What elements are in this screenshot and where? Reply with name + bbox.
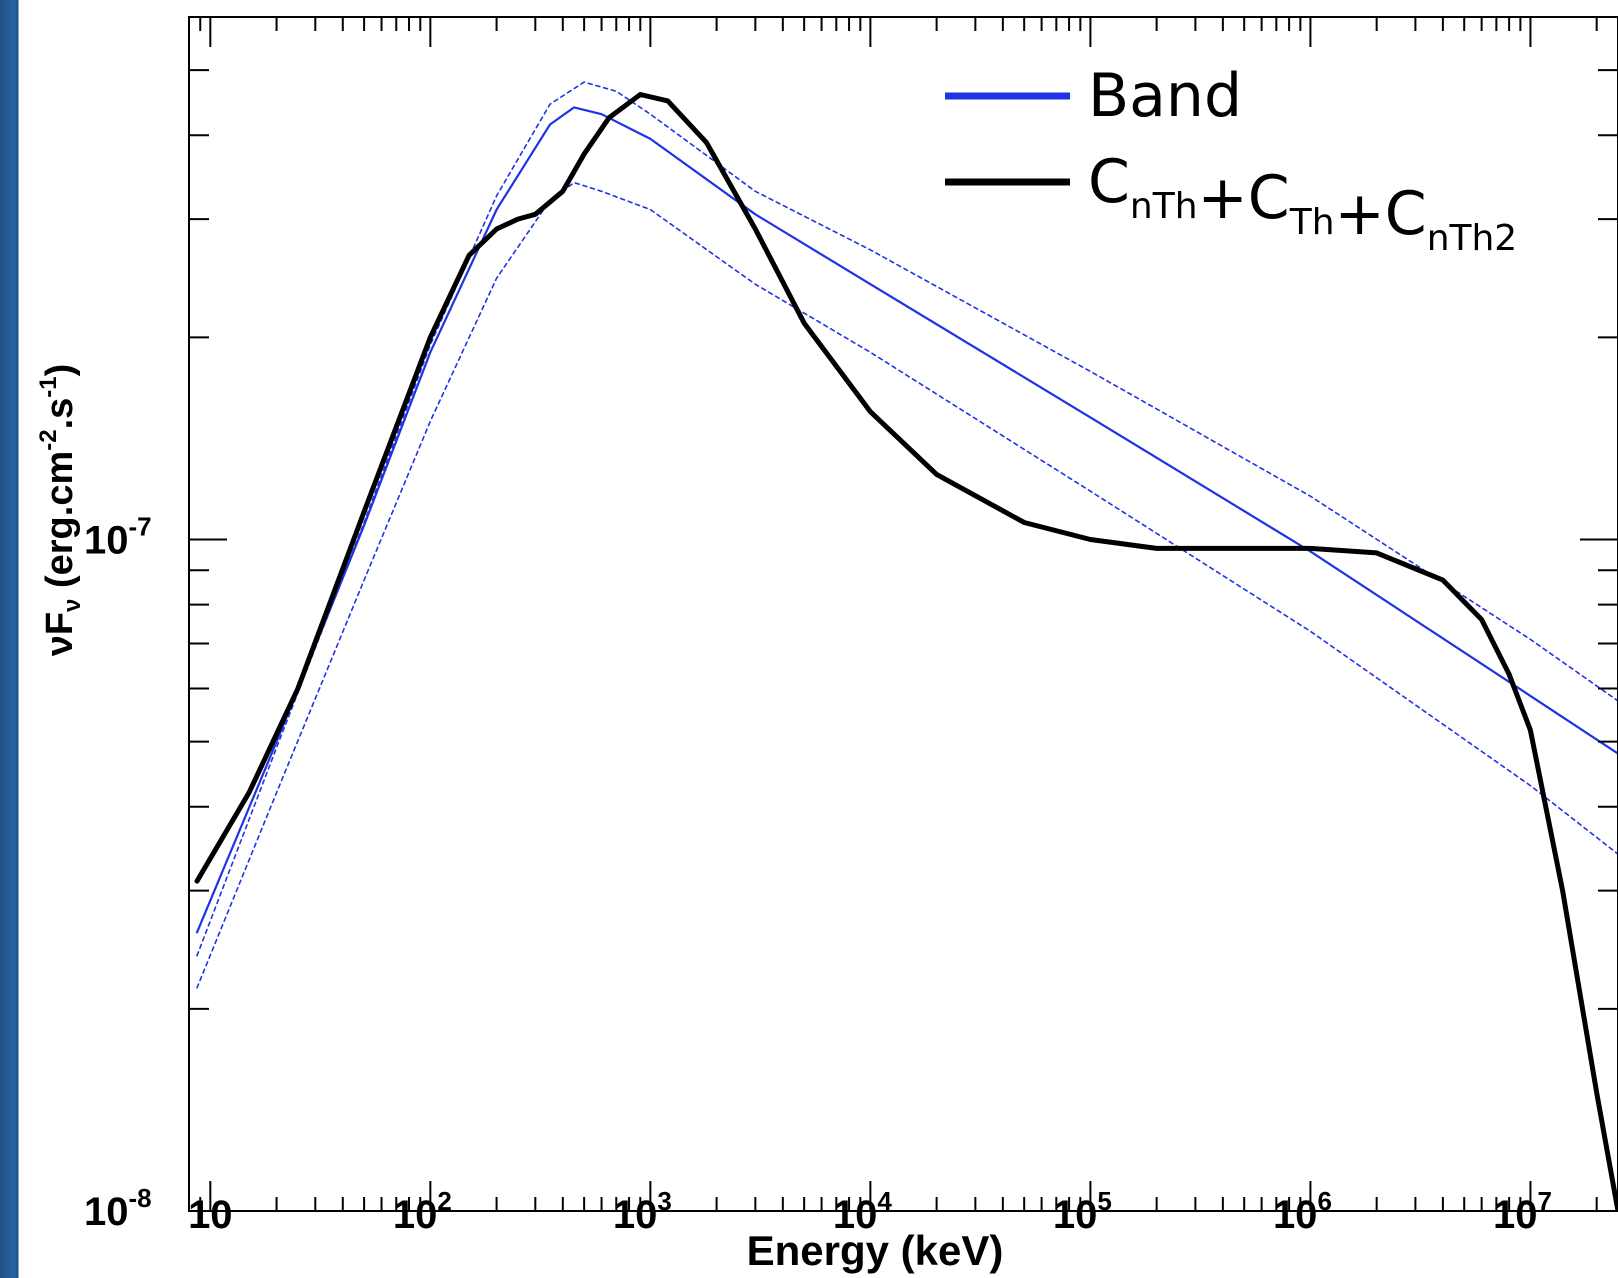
x-tick-label-2: 103 <box>613 1186 672 1237</box>
series-line-0 <box>195 106 1618 934</box>
y-tick-label-0: 10-8 <box>84 1183 152 1234</box>
x-tick-label-5: 106 <box>1273 1186 1332 1237</box>
y-axis-label: νFν (erg.cm-2.s-1) <box>35 364 86 657</box>
x-tick-label-4: 105 <box>1053 1186 1112 1237</box>
x-tick-label-1: 102 <box>393 1186 452 1237</box>
series-line-2 <box>196 181 1618 989</box>
legend-label-1: CnTh+CTh+CnTh2 <box>1088 147 1517 259</box>
plot-background <box>189 17 1618 1211</box>
y-tick-label-1: 10-7 <box>84 512 152 563</box>
series-line-3 <box>194 92 1618 1211</box>
plot-frame <box>188 16 1618 1212</box>
series-line-1 <box>196 81 1618 957</box>
legend-label-0: Band <box>1088 61 1242 131</box>
x-tick-label-3: 104 <box>833 1186 893 1237</box>
x-tick-label-6: 107 <box>1493 1186 1552 1237</box>
x-tick-label-0: 10 <box>188 1193 233 1237</box>
x-axis-label: Energy (keV) <box>747 1227 1004 1274</box>
